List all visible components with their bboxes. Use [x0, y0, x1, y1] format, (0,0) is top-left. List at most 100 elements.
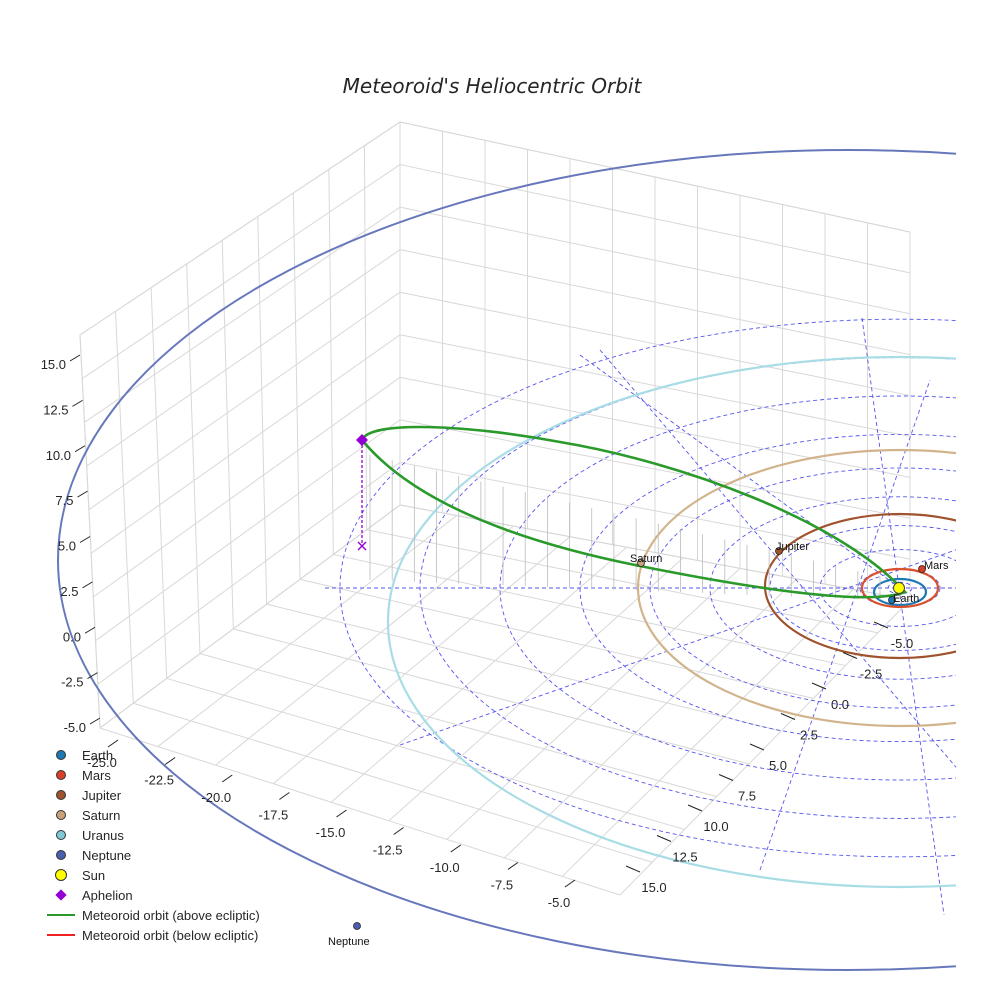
grid-line [88, 291, 401, 511]
legend: Earth Mars Jupiter Saturn Uranus Neptune Sun Ap… [46, 745, 260, 945]
grid-line [150, 287, 168, 679]
ecliptic-axis [759, 379, 931, 871]
legend-item: Aphelion [46, 885, 260, 905]
legend-marker [56, 810, 66, 820]
planet-jupiter-marker [775, 547, 783, 555]
meteoroid-orbit [360, 425, 908, 599]
z-tick-label: 7.5 [55, 493, 73, 508]
z-tick [89, 717, 101, 725]
legend-item: Meteoroid orbit (below ecliptic) [46, 925, 260, 945]
legend-swatch [46, 825, 76, 845]
y-tick-label: 5.0 [769, 758, 787, 773]
legend-marker [47, 914, 75, 916]
x-tick [279, 792, 290, 800]
legend-swatch [46, 745, 76, 765]
y-tick-label: -2.5 [860, 667, 882, 682]
y-tick [780, 713, 796, 720]
legend-swatch [46, 805, 76, 825]
aphelion-marker [356, 434, 368, 446]
grid-line [399, 461, 911, 560]
grid-line [157, 515, 457, 747]
grid-line [399, 291, 911, 397]
grid-line [299, 578, 814, 699]
grid-line [399, 249, 911, 356]
y-tick [842, 652, 858, 659]
grid-line [366, 529, 878, 634]
x-tick-label: -12.5 [373, 843, 403, 858]
legend-marker [56, 750, 66, 760]
orbit-jupiter [763, 512, 956, 660]
grid-lines [79, 121, 911, 896]
z-tick [79, 536, 91, 543]
axis-panes [79, 121, 911, 896]
z-tick-label: 5.0 [58, 539, 76, 554]
meteoroid-orbit-above [360, 425, 908, 599]
grid-line [86, 249, 401, 467]
orbit-saturn [636, 448, 956, 728]
ecliptic-axis [861, 317, 945, 916]
x-tick-label: -22.5 [144, 773, 174, 788]
grid-line [97, 462, 401, 685]
legend-item: Neptune [46, 845, 260, 865]
x-tick [450, 844, 462, 853]
legend-label: Uranus [82, 827, 124, 843]
grid-line [330, 546, 627, 803]
x-tick-label: -7.5 [491, 878, 513, 893]
legend-swatch [46, 865, 76, 885]
grid-line [333, 554, 846, 667]
y-tick-label: 15.0 [641, 880, 666, 895]
z-tick [72, 399, 83, 407]
grid-line [186, 263, 201, 654]
planet-label: Jupiter [776, 541, 809, 553]
planet-label: Saturn [630, 553, 662, 565]
ecliptic-ring [819, 549, 956, 627]
y-tick [811, 682, 827, 690]
chart-title: Meteoroid's Heliocentric Orbit [342, 74, 642, 98]
planet-neptune-marker [353, 922, 361, 930]
legend-marker [55, 889, 67, 901]
z-tick [69, 354, 81, 362]
grid-line [99, 727, 621, 896]
y-tick-label: 7.5 [738, 789, 756, 804]
orbit-earth [872, 577, 928, 607]
legend-label: Meteoroid orbit (below ecliptic) [82, 927, 259, 943]
y-tick-label: 10.0 [703, 819, 728, 834]
y-tick [687, 804, 703, 812]
z-tick [74, 445, 86, 453]
legend-label: Neptune [82, 847, 132, 863]
grid-line [90, 334, 401, 554]
x-tick [221, 774, 233, 783]
grid-line [399, 121, 911, 233]
y-tick-label: 2.5 [800, 728, 818, 743]
y-tick [749, 743, 765, 751]
z-tick-label: 15.0 [41, 357, 66, 372]
legend-swatch [46, 785, 76, 805]
grid-line [79, 334, 101, 729]
legend-item: Mars [46, 765, 260, 785]
orbit-mars [860, 567, 940, 609]
grid-line [199, 653, 717, 798]
legend-label: Sun [82, 867, 106, 883]
y-tick-label: -5.0 [891, 636, 913, 651]
grid-line [81, 164, 401, 380]
grid-line [273, 536, 571, 785]
grid-line [257, 216, 268, 605]
planet-mars-marker [918, 565, 926, 573]
axes: -5.0 -2.5 0.0 2.5 5.0 7.5 10.0 12.5 15.0 -25.0 -22… [41, 354, 913, 910]
legend-item: Earth [46, 745, 260, 765]
ecliptic-axis [399, 549, 956, 746]
z-tick-label: 0.0 [63, 629, 81, 644]
grid-line [363, 145, 368, 530]
z-tick [84, 626, 96, 634]
grid-line [504, 578, 798, 859]
legend-label: Jupiter [82, 787, 122, 803]
z-tick-label: 12.5 [43, 402, 68, 417]
x-tick [336, 809, 347, 818]
grid-line [328, 169, 334, 555]
grid-line [388, 557, 684, 822]
grid-line [399, 376, 911, 478]
ecliptic-ring [499, 395, 956, 781]
y-tick [873, 621, 889, 629]
legend-label: Meteoroid orbit (above ecliptic) [82, 907, 260, 923]
grid-line [99, 504, 401, 729]
